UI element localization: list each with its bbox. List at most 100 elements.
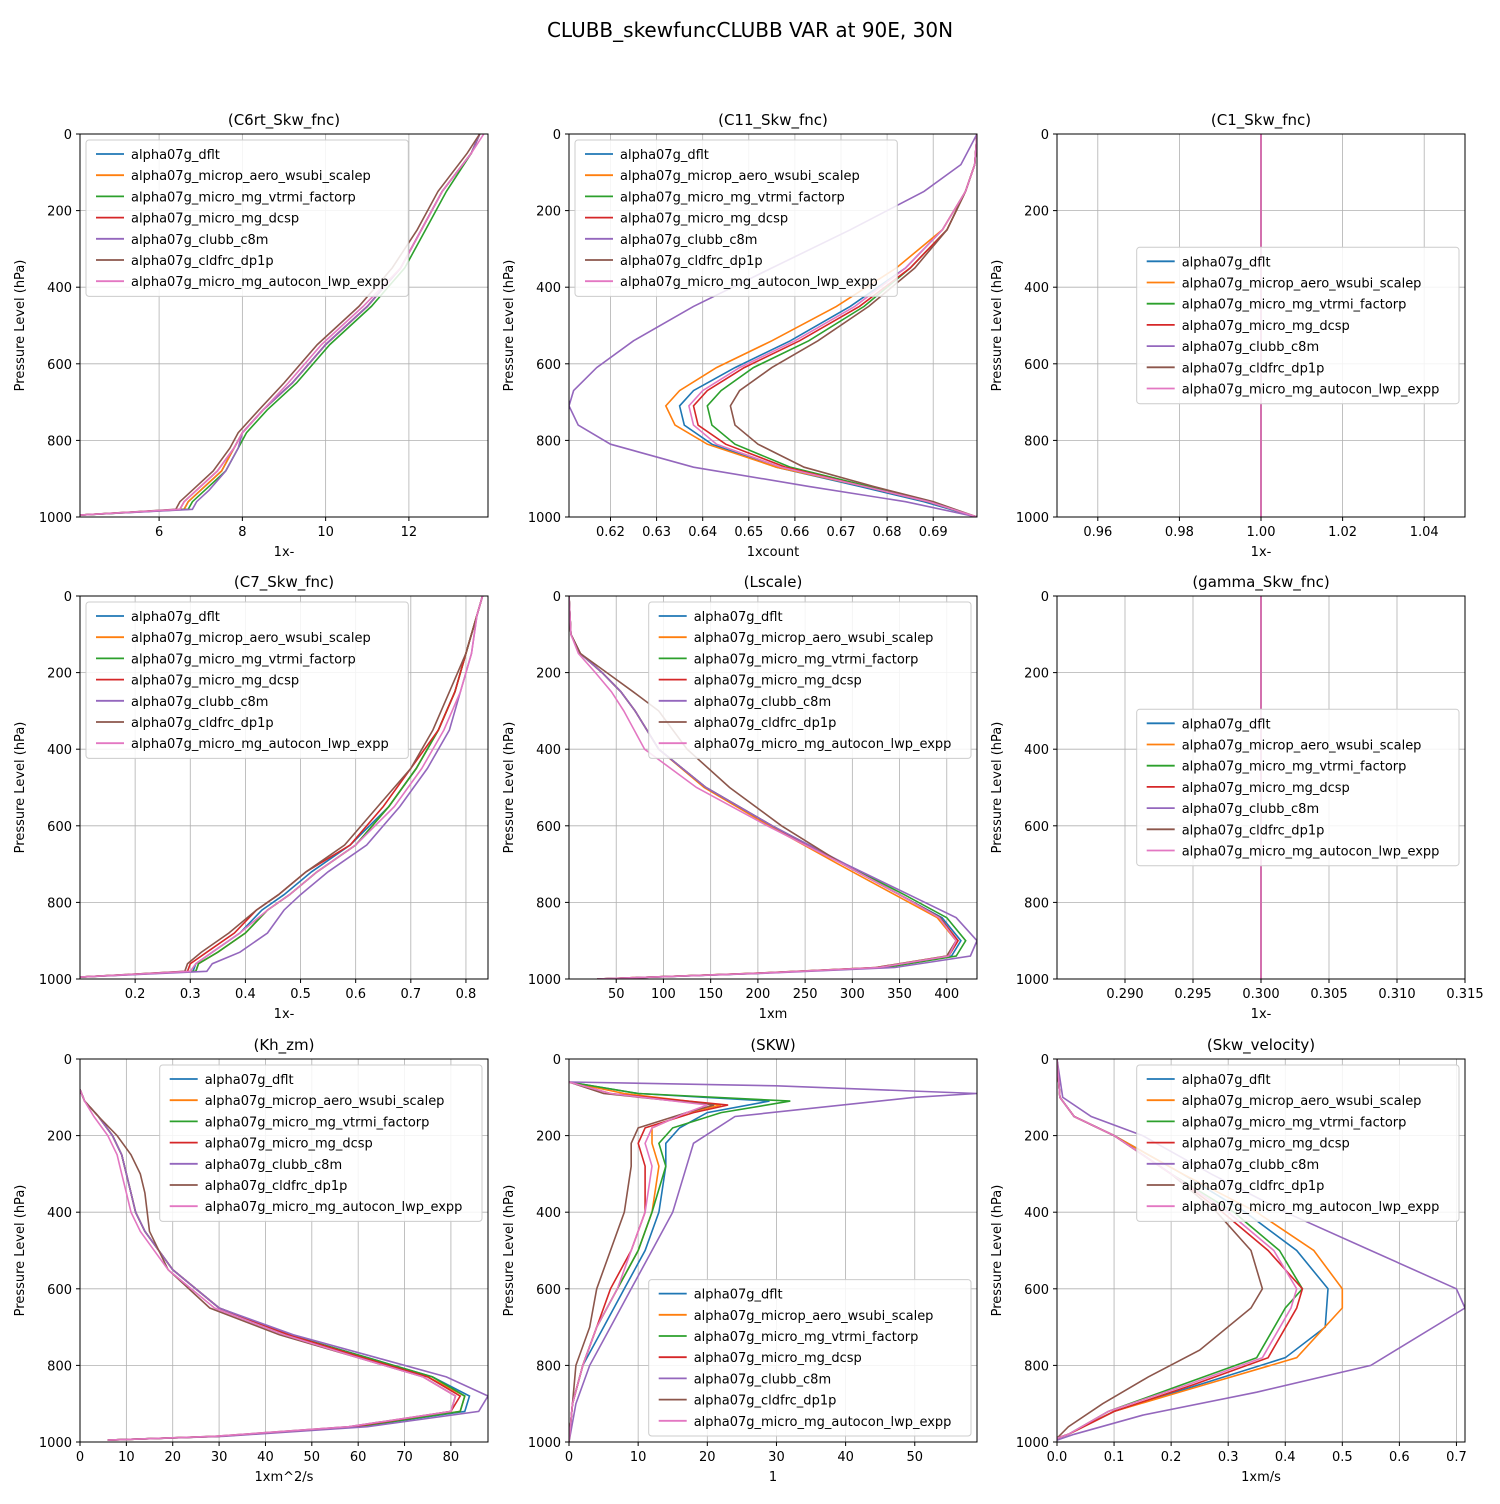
legend-label: alpha07g_microp_aero_wsubi_scalep bbox=[1182, 1094, 1422, 1109]
y-tick-label: 1000 bbox=[39, 973, 72, 988]
panel-title: (Lscale) bbox=[744, 573, 803, 591]
y-tick-label: 400 bbox=[1024, 743, 1049, 758]
y-tick-label: 1000 bbox=[528, 511, 561, 526]
x-tick-label: 0.64 bbox=[688, 525, 717, 540]
x-axis-label: 1 bbox=[769, 1470, 777, 1485]
legend-box bbox=[85, 601, 409, 759]
x-tick-label: 30 bbox=[768, 1450, 785, 1465]
x-tick-label: 250 bbox=[793, 987, 818, 1002]
series-line-alpha07g_clubb_c8m bbox=[569, 596, 977, 979]
legend-label: alpha07g_cldfrc_dp1p bbox=[1182, 823, 1325, 838]
x-tick-label: 1.00 bbox=[1247, 525, 1276, 540]
x-tick-label: 40 bbox=[257, 1450, 274, 1465]
y-tick-label: 200 bbox=[47, 205, 72, 220]
legend-label: alpha07g_micro_mg_autocon_lwp_expp bbox=[131, 275, 389, 290]
axes-frame bbox=[1056, 1058, 1466, 1443]
x-tick-label: 0.63 bbox=[642, 525, 671, 540]
legend: alpha07g_dflt alpha07g_microp_aero_wsubi_… bbox=[85, 139, 409, 297]
legend-label: alpha07g_microp_aero_wsubi_scalep bbox=[1182, 739, 1422, 754]
x-tick-label: 0.5 bbox=[1332, 1450, 1353, 1465]
legend: alpha07g_dflt alpha07g_microp_aero_wsubi_… bbox=[648, 601, 972, 759]
x-tick-label: 60 bbox=[350, 1450, 367, 1465]
x-tick-label: 40 bbox=[837, 1450, 854, 1465]
panel-6: 0.290 0.295 0.300 0.305 0.310 0.315 0 200 400 600… bbox=[990, 573, 1484, 1022]
y-tick-label: 200 bbox=[536, 205, 561, 220]
x-tick-label: 70 bbox=[396, 1450, 413, 1465]
x-tick-label: 0.5 bbox=[290, 987, 311, 1002]
x-tick-label: 0 bbox=[565, 1450, 573, 1465]
x-axis-label: 1xm bbox=[759, 1007, 788, 1022]
figure-title: CLUBB_skewfuncCLUBB VAR at 90E, 30N bbox=[547, 18, 953, 42]
series-line-alpha07g_micro_mg_dcsp bbox=[80, 596, 484, 978]
x-axis-label: 1xm^2/s bbox=[255, 1470, 314, 1485]
legend-label: alpha07g_dflt bbox=[694, 1288, 783, 1303]
x-tick-label: 6 bbox=[155, 525, 163, 540]
y-tick-label: 600 bbox=[536, 1283, 561, 1298]
legend-label: alpha07g_microp_aero_wsubi_scalep bbox=[1182, 277, 1422, 292]
x-tick-label: 0.4 bbox=[1275, 1450, 1296, 1465]
y-tick-label: 200 bbox=[1024, 667, 1049, 682]
x-tick-label: 10 bbox=[630, 1450, 647, 1465]
x-tick-label: 80 bbox=[443, 1450, 460, 1465]
y-tick-label: 400 bbox=[536, 743, 561, 758]
legend-label: alpha07g_cldfrc_dp1p bbox=[694, 1394, 837, 1409]
x-tick-label: 0.290 bbox=[1106, 987, 1143, 1002]
legend-label: alpha07g_clubb_c8m bbox=[205, 1158, 342, 1173]
legend-box bbox=[159, 1064, 483, 1222]
x-tick-label: 12 bbox=[401, 525, 418, 540]
legend-box bbox=[1136, 1064, 1460, 1222]
legend-label: alpha07g_micro_mg_autocon_lwp_expp bbox=[131, 737, 389, 752]
legend-box bbox=[1136, 246, 1460, 405]
axes-frame bbox=[79, 595, 489, 980]
y-tick-label: 0 bbox=[1041, 128, 1049, 143]
legend-label: alpha07g_micro_mg_autocon_lwp_expp bbox=[694, 1415, 952, 1430]
axes-frame bbox=[568, 595, 978, 980]
y-tick-label: 0 bbox=[553, 1053, 561, 1068]
x-tick-label: 0.7 bbox=[400, 987, 421, 1002]
legend-label: alpha07g_cldfrc_dp1p bbox=[620, 254, 763, 269]
y-tick-label: 1000 bbox=[1016, 973, 1049, 988]
series-line-alpha07g_clubb_c8m bbox=[1057, 1059, 1465, 1441]
x-tick-label: 10 bbox=[317, 525, 334, 540]
legend-box bbox=[85, 139, 409, 297]
legend-label: alpha07g_cldfrc_dp1p bbox=[131, 254, 274, 269]
y-tick-label: 600 bbox=[1024, 358, 1049, 373]
x-tick-label: 50 bbox=[608, 987, 625, 1002]
y-tick-label: 200 bbox=[536, 667, 561, 682]
series-line-alpha07g_cldfrc_dp1p bbox=[729, 134, 977, 517]
panel-title: (C11_Skw_fnc) bbox=[718, 111, 828, 130]
x-tick-label: 0.8 bbox=[456, 987, 477, 1002]
legend-label: alpha07g_micro_mg_autocon_lwp_expp bbox=[620, 275, 878, 290]
legend-label: alpha07g_micro_mg_vtrmi_factorp bbox=[694, 652, 919, 667]
legend-label: alpha07g_microp_aero_wsubi_scalep bbox=[131, 169, 371, 184]
panel-title: (Kh_zm) bbox=[253, 1036, 314, 1055]
y-tick-label: 600 bbox=[47, 358, 72, 373]
legend-label: alpha07g_micro_mg_dcsp bbox=[694, 674, 862, 689]
legend-label: alpha07g_clubb_c8m bbox=[694, 695, 831, 710]
y-tick-label: 1000 bbox=[39, 1436, 72, 1451]
series-line-alpha07g_cldfrc_dp1p bbox=[80, 134, 481, 516]
legend-box bbox=[648, 601, 972, 759]
legend-label: alpha07g_micro_mg_autocon_lwp_expp bbox=[1182, 383, 1440, 398]
legend: alpha07g_dflt alpha07g_microp_aero_wsubi_… bbox=[159, 1064, 483, 1222]
legend-label: alpha07g_dflt bbox=[131, 610, 220, 625]
y-tick-label: 0 bbox=[64, 590, 72, 605]
y-tick-label: 800 bbox=[536, 896, 561, 911]
panel-title: (Skw_velocity) bbox=[1207, 1036, 1315, 1055]
x-tick-label: 30 bbox=[211, 1450, 228, 1465]
x-tick-label: 300 bbox=[840, 987, 865, 1002]
x-tick-label: 100 bbox=[651, 987, 676, 1002]
series-line-alpha07g_micro_mg_autocon_lwp_expp bbox=[80, 596, 484, 978]
y-tick-label: 1000 bbox=[528, 973, 561, 988]
legend-label: alpha07g_micro_mg_dcsp bbox=[131, 674, 299, 689]
y-axis-label: Pressure Level (hPa) bbox=[13, 260, 28, 392]
legend-label: alpha07g_dflt bbox=[1182, 255, 1271, 270]
legend-label: alpha07g_microp_aero_wsubi_scalep bbox=[205, 1094, 445, 1109]
y-tick-label: 800 bbox=[1024, 896, 1049, 911]
y-axis-label: Pressure Level (hPa) bbox=[502, 1185, 517, 1317]
legend: alpha07g_dflt alpha07g_microp_aero_wsubi_… bbox=[85, 601, 409, 759]
y-tick-label: 1000 bbox=[39, 511, 72, 526]
panel-title: (gamma_Skw_fnc) bbox=[1192, 573, 1329, 592]
legend-label: alpha07g_micro_mg_autocon_lwp_expp bbox=[205, 1200, 463, 1215]
x-tick-label: 0.300 bbox=[1242, 987, 1279, 1002]
